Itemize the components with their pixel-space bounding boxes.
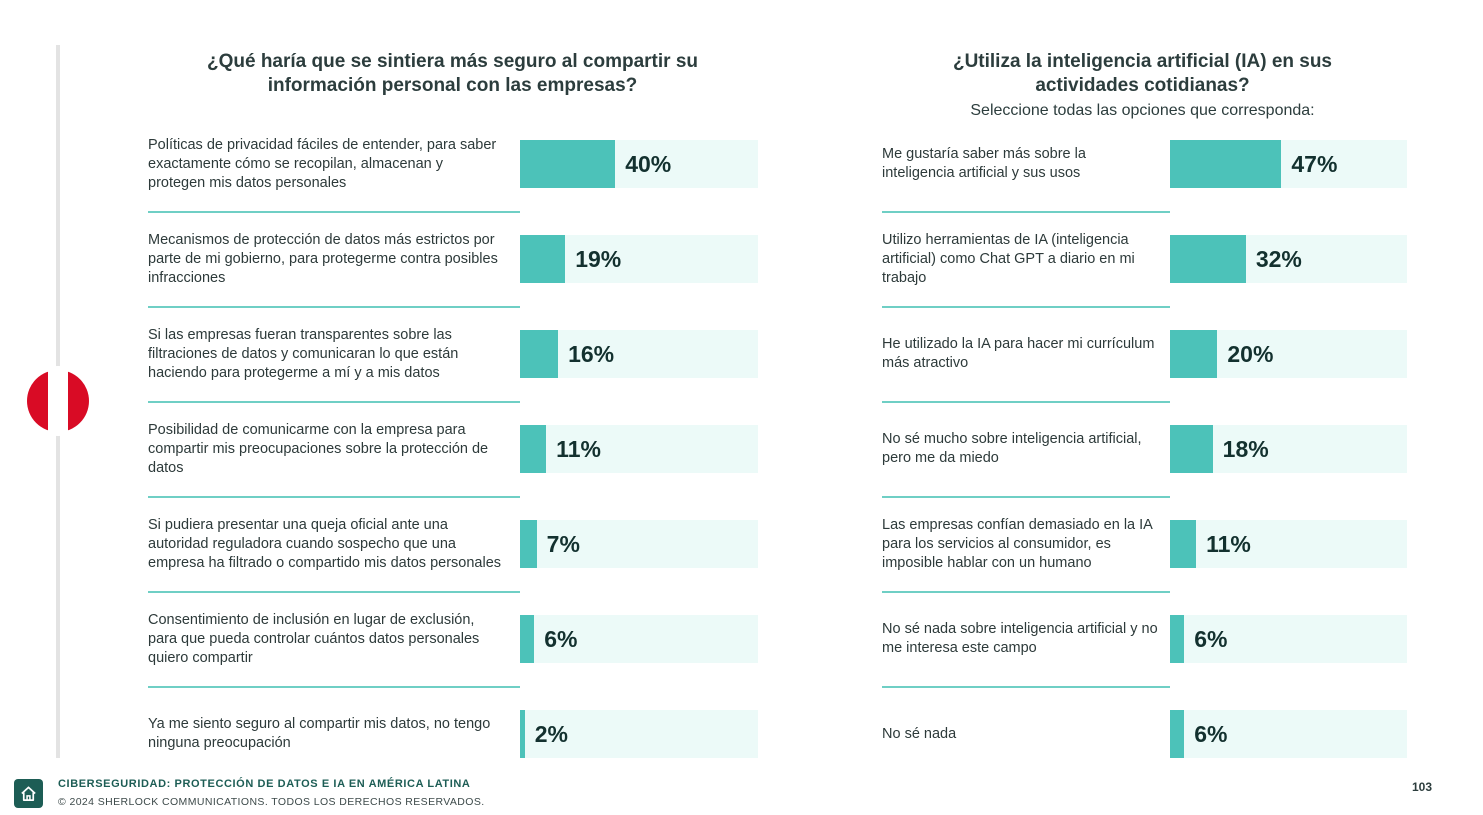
bar-row: Si pudiera presentar una queja oficial a… xyxy=(0,517,1483,593)
row-separator xyxy=(148,496,520,498)
bar-row: Consentimiento de inclusión en lugar de … xyxy=(0,612,1483,688)
bar xyxy=(1170,710,1185,758)
home-button[interactable] xyxy=(14,779,43,808)
row-separator xyxy=(882,211,1170,213)
bar xyxy=(1170,140,1282,188)
bar-row: Posibilidad de comunicarme con la empres… xyxy=(0,422,1483,498)
bar-category-label: Mecanismos de protección de datos más es… xyxy=(148,231,498,286)
bar-value-label: 19% xyxy=(575,246,622,272)
bar-row: No sé nada 6% xyxy=(0,710,1483,758)
bar-track xyxy=(520,425,758,473)
bar-category-label: Utilizo herramientas de IA (inteligencia… xyxy=(882,231,1135,286)
bar-value-label: 20% xyxy=(1227,341,1274,367)
bar xyxy=(520,425,547,473)
bar-value-label: 16% xyxy=(568,341,615,367)
bar-track xyxy=(520,615,758,663)
bar-track xyxy=(1170,710,1407,758)
bar-category-label: Consentimiento de inclusión en lugar de … xyxy=(148,611,480,666)
bar xyxy=(520,520,537,568)
bar-row: Las empresas confían demasiado en la IA … xyxy=(0,517,1483,593)
bar-track xyxy=(520,710,758,758)
row-separator xyxy=(882,496,1170,498)
bar-category-label: Políticas de privacidad fáciles de enten… xyxy=(148,136,497,191)
peru-flag-icon xyxy=(27,370,89,432)
bar-row: Ya me siento seguro al compartir mis dat… xyxy=(0,710,1483,758)
row-separator xyxy=(148,591,520,593)
bar-value-label: 6% xyxy=(1194,721,1228,747)
bar-row: No sé mucho sobre inteligencia artificia… xyxy=(0,425,1483,498)
row-separator xyxy=(882,591,1170,593)
bar-row: Utilizo herramientas de IA (inteligencia… xyxy=(0,232,1483,308)
row-separator xyxy=(882,401,1170,403)
bar xyxy=(1170,615,1185,663)
bar xyxy=(1170,425,1213,473)
bar-value-label: 11% xyxy=(1206,531,1251,557)
bar-value-label: 40% xyxy=(625,151,672,177)
bar-category-label: No sé nada sobre inteligencia artificial… xyxy=(882,621,1158,656)
bar-value-label: 47% xyxy=(1291,151,1338,177)
row-separator xyxy=(148,401,520,403)
bar xyxy=(1170,330,1218,378)
row-separator xyxy=(148,686,520,688)
bar-track xyxy=(1170,235,1407,283)
bar-track xyxy=(1170,330,1407,378)
right-chart-subtitle: Seleccione todas las opciones que corres… xyxy=(970,102,1315,119)
bar-track xyxy=(520,235,758,283)
bar-category-label: No sé mucho sobre inteligencia artificia… xyxy=(882,431,1142,466)
bar xyxy=(520,710,525,758)
bar-value-label: 7% xyxy=(546,531,580,557)
bar-category-label: Ya me siento seguro al compartir mis dat… xyxy=(148,716,491,751)
bar-value-label: 11% xyxy=(556,436,601,462)
footer-title: CIBERSEGURIDAD: PROTECCIÓN DE DATOS E IA… xyxy=(58,778,471,790)
bar xyxy=(520,140,616,188)
bar-track xyxy=(1170,520,1407,568)
bar-category-label: Si las empresas fueran transparentes sob… xyxy=(148,326,459,381)
bar-category-label: No sé nada xyxy=(882,725,957,742)
bar-value-label: 6% xyxy=(1194,626,1228,652)
footer-copyright: © 2024 SHERLOCK COMMUNICATIONS. TODOS LO… xyxy=(58,796,485,808)
bar-row: No sé nada sobre inteligencia artificial… xyxy=(0,615,1483,688)
bar-row: He utilizado la IA para hacer mi currícu… xyxy=(0,330,1483,403)
row-separator xyxy=(148,306,520,308)
row-separator xyxy=(882,686,1170,688)
right-chart-title: ¿Utiliza la inteligencia artificial (IA)… xyxy=(952,51,1333,96)
left-chart-title: ¿Qué haría que se sintiera más seguro al… xyxy=(206,51,698,96)
bar xyxy=(1170,520,1197,568)
bar-category-label: Me gustaría saber más sobre la inteligen… xyxy=(882,146,1086,181)
bar-value-label: 18% xyxy=(1222,436,1269,462)
bar-track xyxy=(520,520,758,568)
bar xyxy=(520,235,566,283)
home-icon xyxy=(21,786,36,802)
page-number: 103 xyxy=(1412,780,1433,794)
bar-category-label: Las empresas confían demasiado en la IA … xyxy=(882,516,1153,571)
bar xyxy=(520,615,535,663)
row-separator xyxy=(148,211,520,213)
bar-row: Mecanismos de protección de datos más es… xyxy=(0,232,1483,308)
bar-value-label: 2% xyxy=(534,721,568,747)
bar-category-label: He utilizado la IA para hacer mi currícu… xyxy=(882,336,1155,371)
bar xyxy=(1170,235,1246,283)
bar-row: Me gustaría saber más sobre la inteligen… xyxy=(0,140,1483,213)
bar-track xyxy=(1170,140,1407,188)
bar-value-label: 32% xyxy=(1255,246,1302,272)
bar-track xyxy=(1170,615,1407,663)
bar xyxy=(520,330,559,378)
bar-track xyxy=(520,140,758,188)
bar-track xyxy=(1170,425,1407,473)
bar-category-label: Si pudiera presentar una queja oficial a… xyxy=(148,516,502,571)
row-separator xyxy=(882,306,1170,308)
bar-row: Políticas de privacidad fáciles de enten… xyxy=(0,137,1483,213)
bar-category-label: Posibilidad de comunicarme con la empres… xyxy=(148,421,489,476)
bar-track xyxy=(520,330,758,378)
bar-value-label: 6% xyxy=(544,626,578,652)
bar-row: Si las empresas fueran transparentes sob… xyxy=(0,327,1483,403)
